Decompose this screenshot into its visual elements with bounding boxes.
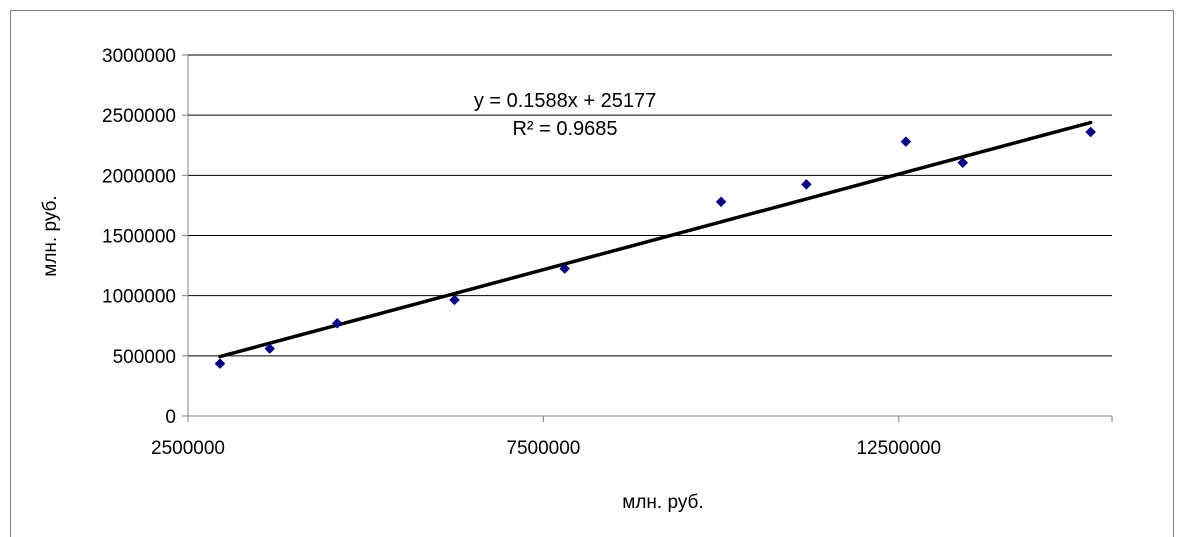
trendline-line	[220, 123, 1091, 357]
y-tick-label: 0	[165, 407, 176, 428]
y-tick-label: 1000000	[102, 287, 176, 308]
y-tick-labels: 0 500000 1000000 1500000 2000000 2500000 30000…	[102, 46, 176, 428]
data-point-marker	[901, 137, 911, 147]
y-tick-label: 1500000	[102, 227, 176, 248]
data-point-marker	[215, 359, 225, 369]
y-tick-label: 2000000	[102, 166, 176, 187]
trendline-r-squared: R² = 0.9685	[512, 118, 617, 140]
x-axis-title: млн. руб.	[622, 492, 703, 513]
data-point-marker	[716, 197, 726, 207]
x-tick-label: 12500000	[856, 438, 941, 459]
x-tick-label: 7500000	[506, 438, 580, 459]
data-point-marker	[801, 179, 811, 189]
data-points	[215, 127, 1096, 369]
trendline-equation: y = 0.1588x + 25177	[474, 90, 656, 112]
y-tick-label: 3000000	[102, 46, 176, 67]
x-tick-label: 2500000	[151, 438, 225, 459]
trendline	[220, 123, 1091, 357]
data-point-marker	[1086, 127, 1096, 137]
x-tick-labels: 2500000 7500000 12500000	[151, 438, 941, 459]
y-axis-title: млн. руб.	[40, 195, 61, 276]
data-point-marker	[450, 295, 460, 305]
y-tick-label: 2500000	[102, 106, 176, 127]
y-tick-label: 500000	[113, 347, 176, 368]
